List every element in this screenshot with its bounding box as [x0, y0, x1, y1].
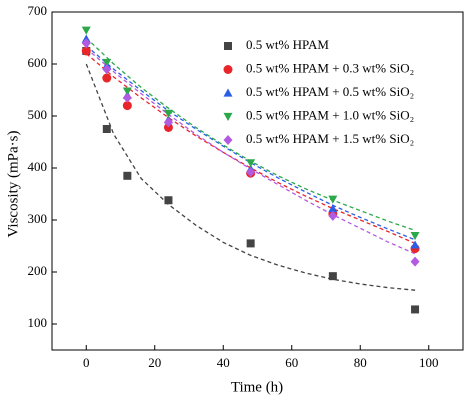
marker [411, 305, 420, 314]
y-tick-label: 400 [28, 159, 48, 174]
legend-label: 0.5 wt% HPAM + 0.5 wt% SiO₂ [246, 84, 414, 99]
plot-frame [51, 11, 464, 351]
marker [410, 240, 420, 249]
marker [81, 26, 91, 35]
fit-curve [85, 63, 416, 291]
marker [328, 195, 338, 204]
marker [123, 171, 132, 180]
marker [246, 239, 255, 248]
x-tick-label: 20 [148, 355, 161, 370]
y-tick-label: 300 [28, 211, 48, 226]
fit-curve [85, 45, 416, 241]
y-tick-label: 100 [28, 315, 48, 330]
marker [102, 73, 112, 83]
marker [163, 109, 173, 118]
marker [410, 232, 420, 241]
legend-label: 0.5 wt% HPAM [246, 37, 329, 52]
legend-marker [223, 65, 233, 74]
marker [102, 58, 112, 67]
y-tick-label: 600 [28, 55, 48, 70]
marker [246, 159, 256, 168]
marker [122, 87, 132, 96]
marker [328, 204, 338, 213]
fit-curve [85, 53, 416, 244]
x-tick-label: 60 [285, 355, 298, 370]
y-axis-label: Viscosity (mPa·s) [5, 130, 21, 237]
marker [163, 117, 173, 128]
y-tick-label: 200 [28, 263, 48, 278]
marker [122, 101, 132, 111]
legend-marker [223, 112, 233, 121]
legend-label: 0.5 wt% HPAM + 1.5 wt% SiO₂ [246, 131, 414, 146]
x-tick-label: 0 [83, 355, 90, 370]
marker [164, 196, 173, 205]
x-tick-label: 80 [354, 355, 367, 370]
marker [328, 272, 337, 281]
x-axis-label: Time (h) [231, 379, 283, 395]
marker [246, 167, 256, 178]
marker [410, 256, 420, 267]
legend-marker [223, 135, 233, 145]
legend-marker [223, 88, 233, 97]
marker [102, 64, 112, 75]
marker [122, 92, 132, 103]
legend-label: 0.5 wt% HPAM + 1.0 wt% SiO₂ [246, 107, 414, 122]
y-tick-label: 500 [28, 107, 48, 122]
fit-curve [85, 47, 416, 255]
marker [328, 210, 338, 221]
marker [102, 125, 111, 133]
x-tick-label: 100 [419, 355, 439, 370]
legend-marker [224, 42, 232, 50]
marker [81, 38, 91, 49]
x-tick-label: 40 [217, 355, 230, 370]
legend-label: 0.5 wt% HPAM + 0.3 wt% SiO₂ [246, 60, 414, 75]
y-tick-label: 700 [28, 3, 48, 18]
marker [81, 46, 91, 56]
marker [163, 122, 173, 132]
